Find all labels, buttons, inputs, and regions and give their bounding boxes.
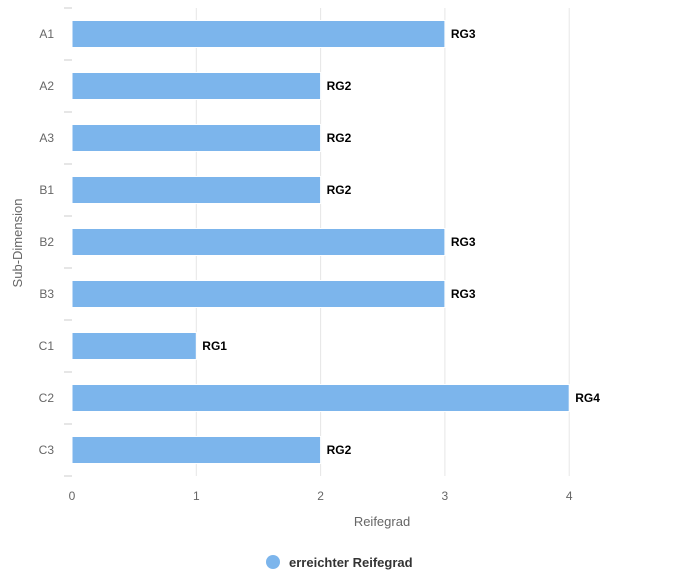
data-label: RG2	[327, 131, 352, 145]
data-labels: RG3 RG2 RG2 RG2 RG3 RG3 RG1 RG4 RG2	[202, 27, 600, 457]
category-label: B2	[39, 235, 54, 249]
category-labels: A1 A2 A3 B1 B2 B3 C1 C2 C3	[39, 27, 55, 457]
data-label: RG4	[575, 391, 600, 405]
bar[interactable]	[71, 20, 446, 48]
bar[interactable]	[71, 332, 197, 360]
bar[interactable]	[71, 124, 322, 152]
bar[interactable]	[71, 72, 322, 100]
bar[interactable]	[71, 228, 446, 256]
data-label: RG2	[327, 443, 352, 457]
data-label: RG3	[451, 27, 476, 41]
category-label: B3	[39, 287, 54, 301]
x-tick-label: 4	[566, 489, 573, 503]
category-label: C1	[39, 339, 55, 353]
category-label: A2	[39, 79, 54, 93]
bar[interactable]	[71, 436, 322, 464]
x-tick-label: 0	[69, 489, 76, 503]
data-label: RG3	[451, 235, 476, 249]
x-tick-label: 2	[317, 489, 324, 503]
y-axis-title: Sub-Dimension	[10, 199, 25, 288]
x-tick-labels: 012345	[69, 489, 573, 503]
category-label: A1	[39, 27, 54, 41]
data-label: RG1	[202, 339, 227, 353]
data-label: RG2	[327, 183, 352, 197]
category-ticks	[64, 7, 72, 477]
bars	[71, 20, 570, 464]
legend-label[interactable]: erreichter Reifegrad	[289, 555, 413, 570]
category-label: B1	[39, 183, 54, 197]
data-label: RG3	[451, 287, 476, 301]
legend[interactable]: erreichter Reifegrad	[266, 555, 413, 570]
category-label: C3	[39, 443, 55, 457]
category-label: A3	[39, 131, 54, 145]
bar[interactable]	[71, 176, 322, 204]
x-tick-label: 1	[193, 489, 200, 503]
bar[interactable]	[71, 280, 446, 308]
bar[interactable]	[71, 384, 570, 412]
x-axis-title: Reifegrad	[354, 514, 410, 529]
category-label: C2	[39, 391, 55, 405]
x-tick-label: 3	[442, 489, 449, 503]
legend-marker[interactable]	[266, 555, 280, 569]
data-label: RG2	[327, 79, 352, 93]
